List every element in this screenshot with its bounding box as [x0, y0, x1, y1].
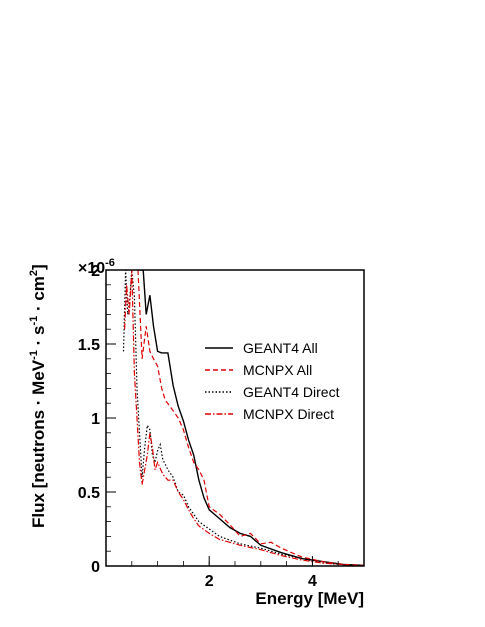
y-tick-label: 1.5	[78, 337, 100, 354]
x-tick-label: 2	[205, 573, 214, 590]
y-tick-label: 0.5	[78, 485, 100, 502]
series-line-mcnpx-all	[137, 270, 364, 566]
legend-label: MCNPX Direct	[243, 406, 334, 422]
x-axis-label: Energy [MeV]	[255, 589, 364, 608]
y-tick-label: 2	[91, 263, 100, 280]
y-tick-label: 0	[91, 559, 100, 576]
series-line-geant4-all	[139, 270, 364, 566]
y-tick-label: 1	[91, 411, 100, 428]
legend-label: MCNPX All	[243, 362, 312, 378]
legend-label: GEANT4 All	[243, 340, 318, 356]
series-line-geant4-direct	[122, 270, 344, 566]
y-axis-multiplier: ×10-6	[78, 257, 115, 277]
legend-label: GEANT4 Direct	[243, 384, 340, 400]
x-tick-label: 4	[308, 573, 317, 590]
y-axis-label: Flux [neutrons · MeV-1 · s-1 · cm2]	[28, 264, 48, 528]
